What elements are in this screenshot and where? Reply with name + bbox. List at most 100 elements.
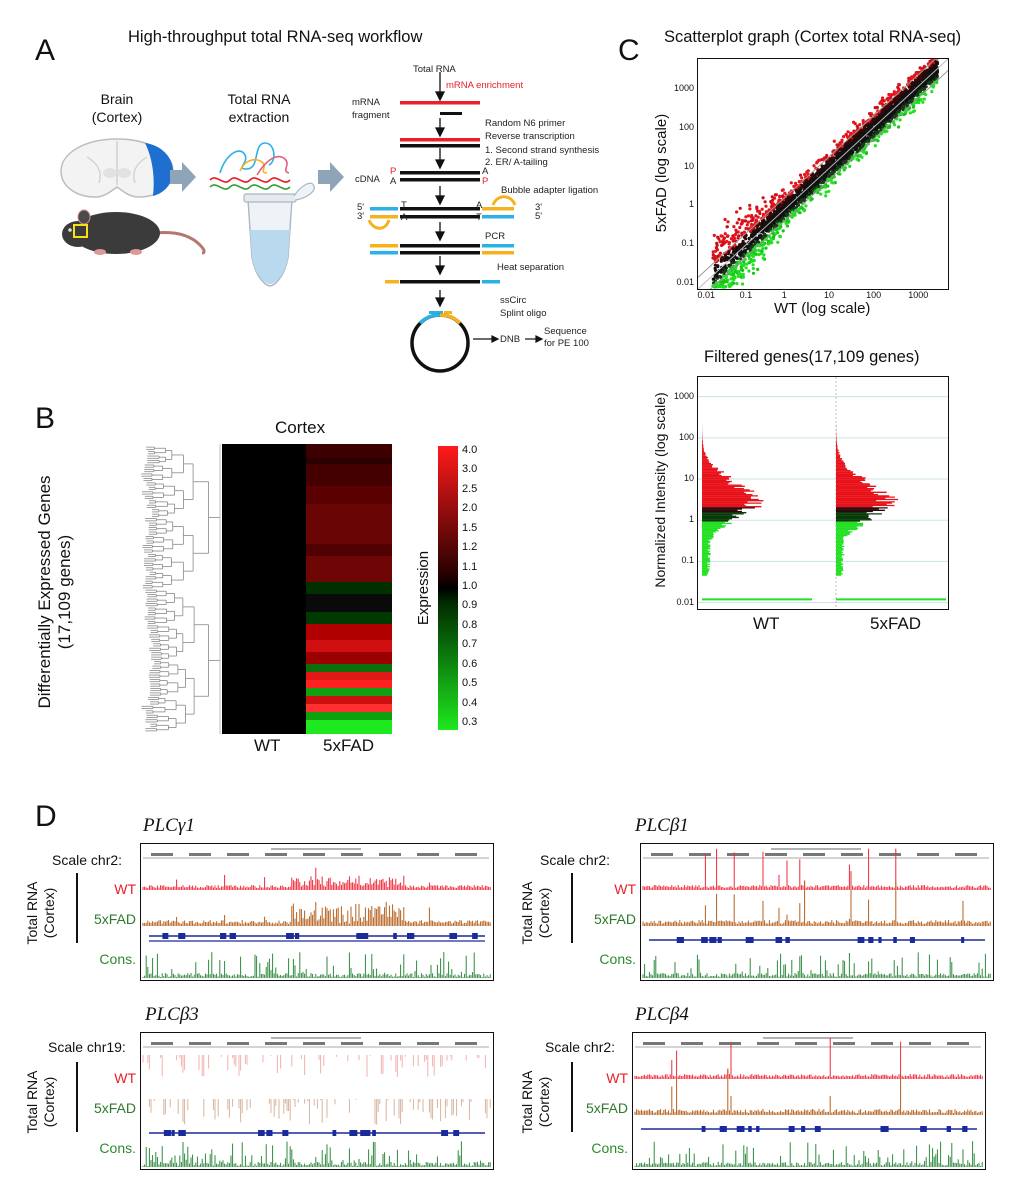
scatter-point xyxy=(713,254,717,258)
heatmap-title: Cortex xyxy=(275,418,326,437)
colorbar-tick: 0.5 xyxy=(462,677,478,690)
scatter-point xyxy=(935,73,939,77)
scatter-point xyxy=(912,88,916,92)
scatter-point xyxy=(754,229,758,233)
colorbar-ticks: 4.0 3.0 2.5 2.0 1.5 1.2 1.1 1.0 0.9 0.8 0.7 0.6 0.5 0… xyxy=(462,444,502,734)
scatter-point xyxy=(854,139,858,143)
scatter-point xyxy=(713,263,717,267)
heatmap-xlabel-5xfad: 5xFAD xyxy=(323,736,375,755)
side-label: Total RNA (Cortex) xyxy=(519,881,552,945)
scatter-point xyxy=(722,241,726,245)
colorbar-tick: 2.0 xyxy=(462,502,478,515)
workflow-title: High-throughput total RNA-seq workflow xyxy=(128,28,423,46)
scatter-point xyxy=(745,223,749,227)
scatter-point xyxy=(873,144,877,148)
scatter-point xyxy=(769,236,773,240)
scatter-point xyxy=(916,92,921,96)
scatter-point xyxy=(727,250,731,254)
scatter-point xyxy=(740,263,744,267)
scatter-point xyxy=(836,172,841,176)
colorbar xyxy=(438,446,458,730)
scatter-point xyxy=(855,157,859,161)
scatter-point xyxy=(731,276,735,280)
scatter-point xyxy=(733,250,737,254)
scatter-point xyxy=(716,264,720,268)
scatter-point xyxy=(873,106,877,110)
reference-line xyxy=(709,70,948,289)
scatter-point xyxy=(728,284,732,289)
scatter-point xyxy=(901,101,905,105)
scatter-point xyxy=(911,85,915,89)
scatter-point xyxy=(893,123,897,127)
scatter-point xyxy=(751,240,755,244)
scatter-point xyxy=(767,242,771,246)
scatter-point xyxy=(827,174,831,179)
scatter-point xyxy=(897,109,901,113)
scatter-point xyxy=(861,119,865,123)
scatter-point xyxy=(798,173,803,177)
heatmap-col-5xfad xyxy=(306,444,392,734)
scatter-point xyxy=(901,93,905,97)
wt-track xyxy=(142,867,491,890)
scatter-point xyxy=(750,259,754,263)
scatter-point xyxy=(803,172,807,177)
scatter-point xyxy=(826,184,830,188)
cons-track xyxy=(634,1141,983,1167)
t-label: T xyxy=(476,212,482,223)
scatter-point xyxy=(771,220,775,224)
scatter-point xyxy=(738,206,742,210)
wt-track xyxy=(142,1055,486,1077)
scatter-point xyxy=(867,119,871,123)
a-label: A xyxy=(401,212,408,223)
scatter-point xyxy=(822,157,826,161)
scatter-point xyxy=(725,225,729,229)
scatter-point xyxy=(772,224,776,228)
scatter-point xyxy=(921,87,925,91)
scatter-point xyxy=(761,247,765,251)
scatter-point xyxy=(764,204,768,208)
scatter-point xyxy=(774,232,778,236)
colorbar-tick: 1.1 xyxy=(462,560,478,573)
scatter-point xyxy=(779,219,783,223)
scatter-point xyxy=(756,215,760,219)
scatter-point xyxy=(750,235,754,239)
scatter-point xyxy=(889,93,894,97)
scatter-point xyxy=(748,207,752,211)
scatter-point xyxy=(765,226,769,230)
cons-label: Cons. xyxy=(99,951,136,967)
scatter-point xyxy=(711,250,715,254)
extraction-label: Total RNA extraction xyxy=(227,91,291,125)
scatter-point xyxy=(796,203,800,207)
scatter-point xyxy=(769,239,773,243)
scatter-point xyxy=(878,101,882,105)
scatter-point xyxy=(763,200,767,204)
scatter-x-tick: 0.1 xyxy=(739,290,753,300)
scatter-point xyxy=(881,125,885,129)
gene-name: PLCβ3 xyxy=(145,1004,199,1025)
scatter-point xyxy=(724,268,728,273)
scatter-point xyxy=(734,270,738,274)
scatter-point xyxy=(816,168,821,172)
scatter-point xyxy=(800,176,804,180)
scatter-point xyxy=(878,125,882,129)
scatter-point xyxy=(815,161,819,165)
scatter-point xyxy=(774,224,778,228)
scatter-point xyxy=(797,180,801,184)
scatter-point xyxy=(924,93,928,97)
cortex-marker xyxy=(73,224,88,238)
scatter-point xyxy=(792,184,796,188)
scatter-point xyxy=(757,253,761,257)
scale-label: Scale chr2: xyxy=(540,852,611,868)
scatter-point xyxy=(780,194,785,199)
scatter-point xyxy=(875,119,880,123)
scatter-point xyxy=(741,282,745,286)
scatter-point xyxy=(745,262,749,266)
colorbar-tick: 0.9 xyxy=(462,599,478,612)
scatter-point xyxy=(874,126,878,130)
scatter-point xyxy=(797,197,801,202)
rna-illustration xyxy=(209,142,291,190)
scatter-point xyxy=(757,230,761,234)
scatter-point xyxy=(898,118,902,122)
bracket-line xyxy=(571,873,573,943)
workflow-diagram xyxy=(367,72,544,373)
